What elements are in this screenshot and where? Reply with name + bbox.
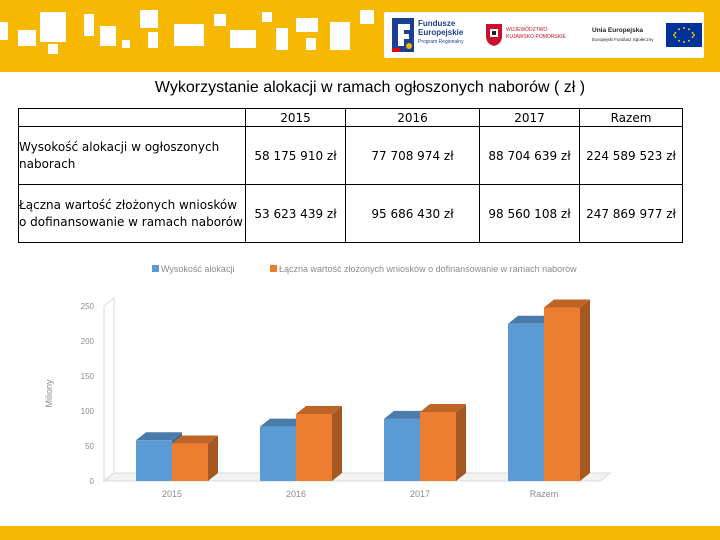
table-header-row: 2015 2016 2017 Razem bbox=[18, 108, 683, 127]
fe-logo-line3: Program Regionalny bbox=[418, 39, 464, 45]
x-tick-label: Razem bbox=[530, 489, 559, 499]
bar-top bbox=[544, 299, 590, 308]
bar-top bbox=[296, 406, 342, 415]
legend-swatch bbox=[152, 265, 159, 272]
region-crest-icon bbox=[486, 24, 502, 46]
fundusze-europejskie-logo: Fundusze Europejskie Program Regionalny bbox=[390, 12, 482, 58]
decorative-pattern bbox=[0, 10, 374, 54]
bar-top bbox=[136, 432, 182, 441]
table-header-empty bbox=[18, 108, 246, 127]
table-header-cell: 2016 bbox=[345, 108, 480, 127]
table-row-label: Wysokość alokacji w ogłoszonych naborach bbox=[18, 126, 246, 185]
eu-flag-icon bbox=[666, 23, 702, 47]
bar bbox=[136, 440, 172, 481]
x-tick-label: 2015 bbox=[162, 489, 182, 499]
bar-top bbox=[172, 435, 218, 444]
x-tick-label: 2016 bbox=[286, 489, 306, 499]
table-cell: 77 708 974 zł bbox=[345, 126, 480, 185]
legend-label: Wysokość alokacji bbox=[161, 264, 234, 274]
bar bbox=[420, 412, 456, 481]
chart-side-wall bbox=[103, 296, 115, 483]
table-cell: 53 623 439 zł bbox=[245, 184, 346, 243]
y-tick-label: 50 bbox=[85, 442, 94, 451]
bar-side bbox=[208, 435, 218, 481]
bar-side bbox=[332, 406, 342, 481]
table-cell: 88 704 639 zł bbox=[479, 126, 580, 185]
bar bbox=[260, 426, 296, 481]
legend-swatch bbox=[270, 265, 277, 272]
eu-logo-line2: Europejski Fundusz Społeczny bbox=[592, 37, 654, 42]
table-cell: 247 869 977 zł bbox=[579, 184, 683, 243]
table-cell: 98 560 108 zł bbox=[479, 184, 580, 243]
table-cell: 58 175 910 zł bbox=[245, 126, 346, 185]
y-axis-label: Miliony bbox=[44, 379, 54, 408]
bar bbox=[508, 323, 544, 481]
legend-label: Łączna wartość złożonych wniosków o dofi… bbox=[279, 264, 577, 274]
fe-logo-icon bbox=[392, 18, 414, 52]
table-header-cell: 2017 bbox=[479, 108, 580, 127]
y-tick-label: 250 bbox=[81, 302, 95, 311]
table-row: Łączna wartość złożonych wniosków o dofi… bbox=[18, 184, 683, 243]
fe-logo-line1: Fundusze bbox=[418, 19, 456, 28]
y-tick-label: 100 bbox=[81, 407, 95, 416]
page-title: Wykorzystanie alokacji w ramach ogłoszon… bbox=[154, 79, 586, 96]
table-cell: 224 589 523 zł bbox=[579, 126, 683, 185]
x-tick-label: 2017 bbox=[410, 489, 430, 499]
bar bbox=[544, 307, 580, 481]
table-row: Wysokość alokacji w ogłoszonych naborach… bbox=[18, 126, 683, 185]
bar bbox=[296, 414, 332, 481]
eu-logo: Unia Europejska Europejski Fundusz Społe… bbox=[584, 12, 702, 58]
footer-band bbox=[0, 526, 720, 540]
region-logo-line1: WOJEWÓDZTWO bbox=[506, 27, 548, 33]
bar-top bbox=[384, 410, 430, 419]
table-row-label: Łączna wartość złożonych wniosków o dofi… bbox=[18, 184, 246, 243]
bar bbox=[384, 418, 420, 481]
region-logo: WOJEWÓDZTWO KUJAWSKO-POMORSKIE bbox=[484, 12, 580, 58]
table-header-cell: 2015 bbox=[245, 108, 346, 127]
table-cell: 95 686 430 zł bbox=[345, 184, 480, 243]
y-tick-label: 150 bbox=[81, 372, 95, 381]
eu-logo-line1: Unia Europejska bbox=[592, 27, 643, 34]
bar-side bbox=[456, 404, 466, 481]
logo-panel: Fundusze Europejskie Program Regionalny … bbox=[384, 12, 704, 58]
bar-top bbox=[420, 404, 466, 413]
bar bbox=[172, 443, 208, 481]
allocation-bar-chart: 0 50 100 150 200 250 Miliony 2015 2016 2017 Razem W… bbox=[44, 264, 612, 499]
y-tick-label: 200 bbox=[81, 337, 95, 346]
y-tick-label: 0 bbox=[90, 477, 95, 486]
region-logo-line2: KUJAWSKO-POMORSKIE bbox=[506, 34, 566, 40]
allocation-table: 2015 2016 2017 Razem Wysokość alokacji w… bbox=[18, 108, 683, 243]
fe-logo-line2: Europejskie bbox=[418, 28, 464, 37]
table-header-cell: Razem bbox=[579, 108, 683, 127]
bar-top bbox=[508, 315, 554, 324]
bar-side bbox=[580, 299, 590, 481]
bar-top bbox=[260, 418, 306, 427]
